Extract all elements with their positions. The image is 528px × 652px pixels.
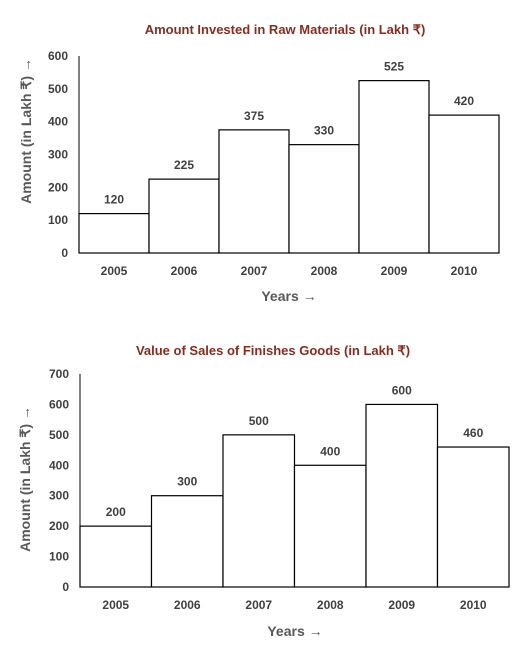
bar-2010	[436, 446, 510, 588]
bar-2006	[148, 178, 220, 254]
y-tick-label: 300	[48, 148, 68, 162]
x-tick-label: 2008	[317, 598, 344, 612]
y-axis-title: Amount (in Lakh ₹) →	[17, 406, 33, 552]
bar-2009	[358, 80, 430, 254]
x-tick-label: 2005	[101, 264, 128, 278]
data-label: 400	[320, 444, 340, 458]
x-tick-label: 2008	[311, 264, 338, 278]
y-tick-label: 100	[48, 213, 68, 227]
data-label: 330	[314, 124, 334, 138]
data-label: 225	[174, 158, 194, 172]
bar-2009	[365, 403, 439, 588]
y-tick-label: 200	[49, 519, 69, 533]
data-label: 500	[249, 414, 269, 428]
bar-2010	[428, 114, 500, 254]
x-tick-label: 2010	[451, 264, 478, 278]
x-tick-label: 2007	[245, 598, 272, 612]
x-axis-title: Years →	[267, 623, 322, 639]
x-axis-title: Years →	[261, 288, 316, 304]
y-tick-label: 300	[49, 489, 69, 503]
y-tick-label: 500	[49, 428, 69, 442]
data-label: 460	[463, 426, 483, 440]
data-label: 600	[392, 383, 412, 397]
y-tick-label: 600	[49, 397, 69, 411]
data-label: 375	[244, 109, 264, 123]
y-tick-label: 0	[61, 246, 68, 260]
x-tick-label: 2009	[381, 264, 408, 278]
data-label: 300	[177, 475, 197, 489]
y-tick-label: 0	[62, 580, 69, 594]
data-label: 200	[106, 505, 126, 519]
bar-2006	[150, 495, 224, 588]
y-tick-label: 400	[48, 115, 68, 129]
x-tick-label: 2006	[171, 264, 198, 278]
data-label: 420	[454, 94, 474, 108]
y-tick-label: 100	[49, 550, 69, 564]
bar-2005	[79, 525, 153, 588]
bar-2007	[222, 434, 296, 588]
x-tick-label: 2007	[241, 264, 268, 278]
bar-2008	[288, 144, 360, 254]
x-tick-label: 2010	[460, 598, 487, 612]
plot-area: 0 100 200 300 400 500 600 700 200 2005 300 2006 500 2…	[49, 367, 510, 612]
data-label: 525	[384, 60, 404, 74]
y-tick-label: 600	[48, 49, 68, 63]
y-tick-label: 400	[49, 458, 69, 472]
x-tick-label: 2009	[388, 598, 415, 612]
chart-raw-materials: Amount Invested in Raw Materials (in Lak…	[18, 22, 500, 304]
chart-title: Amount Invested in Raw Materials (in Lak…	[145, 22, 426, 37]
chart-sales-finished-goods: Value of Sales of Finishes Goods (in Lak…	[17, 343, 510, 639]
bar-2007	[218, 129, 290, 254]
y-tick-label: 700	[49, 367, 69, 381]
bar-2005	[78, 213, 150, 254]
bar-2008	[293, 464, 367, 588]
y-tick-label: 200	[48, 180, 68, 194]
data-label: 120	[104, 193, 124, 207]
x-tick-label: 2006	[174, 598, 201, 612]
y-tick-label: 500	[48, 82, 68, 96]
plot-area: 0 100 200 300 400 500 600 120 2005 225 2006 375 2007…	[48, 49, 500, 278]
y-axis-title: Amount (in Lakh ₹) →	[18, 58, 34, 204]
chart-title: Value of Sales of Finishes Goods (in Lak…	[136, 343, 410, 358]
x-tick-label: 2005	[102, 598, 129, 612]
